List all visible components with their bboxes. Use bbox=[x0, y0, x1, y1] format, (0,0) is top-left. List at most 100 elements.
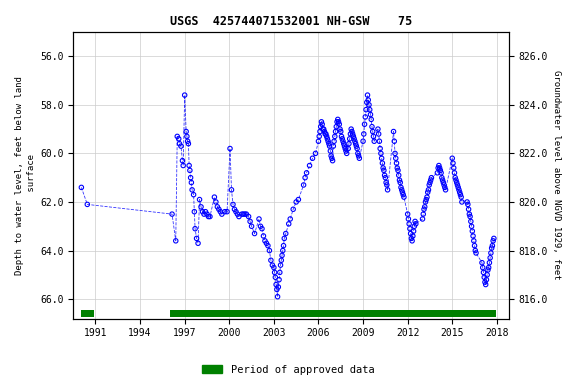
Point bbox=[365, 107, 374, 113]
Point bbox=[363, 92, 372, 98]
Point bbox=[350, 138, 359, 144]
Point bbox=[453, 182, 462, 188]
Point bbox=[189, 192, 198, 198]
Point bbox=[327, 153, 336, 159]
Point bbox=[326, 148, 335, 154]
Point bbox=[393, 165, 402, 171]
Point bbox=[190, 209, 199, 215]
Point bbox=[391, 155, 400, 161]
Point bbox=[382, 182, 392, 188]
Point bbox=[487, 245, 497, 251]
Point bbox=[185, 167, 195, 174]
Point bbox=[340, 146, 350, 152]
Point bbox=[225, 146, 234, 152]
Point bbox=[179, 162, 188, 169]
Point bbox=[489, 235, 498, 242]
Point bbox=[366, 111, 375, 118]
Point bbox=[488, 243, 497, 249]
Point bbox=[434, 165, 443, 171]
Point bbox=[324, 141, 334, 147]
Point bbox=[367, 124, 377, 130]
Point bbox=[453, 184, 463, 190]
Point bbox=[260, 238, 270, 244]
Point bbox=[272, 286, 282, 293]
Point bbox=[360, 121, 369, 127]
Point bbox=[216, 209, 225, 215]
Point bbox=[373, 126, 382, 132]
Point bbox=[316, 124, 325, 130]
Point bbox=[276, 262, 285, 268]
Point bbox=[222, 209, 232, 215]
Point bbox=[340, 143, 349, 149]
Point bbox=[484, 265, 493, 271]
Point bbox=[259, 233, 268, 239]
Point bbox=[380, 172, 389, 178]
Point bbox=[232, 209, 241, 215]
Point bbox=[188, 187, 197, 193]
Point bbox=[449, 165, 458, 171]
Point bbox=[255, 216, 264, 222]
Point bbox=[234, 214, 244, 220]
Point bbox=[327, 155, 336, 161]
Point bbox=[284, 221, 293, 227]
Point bbox=[455, 189, 464, 195]
Point bbox=[305, 162, 314, 169]
Point bbox=[465, 211, 474, 217]
Point bbox=[478, 265, 487, 271]
Point bbox=[329, 138, 339, 144]
Point bbox=[376, 146, 385, 152]
Point bbox=[389, 129, 398, 135]
Point bbox=[336, 129, 346, 135]
Point bbox=[381, 179, 391, 185]
Point bbox=[369, 133, 378, 139]
Point bbox=[471, 247, 480, 253]
Point bbox=[439, 182, 449, 188]
Point bbox=[404, 221, 414, 227]
Point bbox=[422, 197, 431, 203]
Point bbox=[423, 189, 433, 195]
Point bbox=[331, 129, 340, 135]
Point bbox=[391, 150, 400, 156]
Point bbox=[383, 187, 392, 193]
Point bbox=[456, 192, 465, 198]
Point bbox=[354, 153, 363, 159]
Point bbox=[483, 272, 492, 278]
Point bbox=[471, 250, 480, 256]
Point bbox=[337, 133, 346, 139]
Legend: Period of approved data: Period of approved data bbox=[198, 361, 378, 379]
Point bbox=[244, 214, 253, 220]
Point bbox=[321, 131, 331, 137]
Point bbox=[332, 124, 341, 130]
Point bbox=[273, 294, 282, 300]
Point bbox=[183, 138, 192, 144]
Point bbox=[481, 281, 490, 288]
Point bbox=[363, 97, 373, 103]
Point bbox=[407, 235, 416, 242]
Point bbox=[187, 179, 196, 185]
Point bbox=[404, 216, 413, 222]
Point bbox=[436, 167, 445, 174]
Point bbox=[361, 114, 370, 120]
Point bbox=[478, 260, 487, 266]
Point bbox=[468, 228, 477, 234]
Point bbox=[281, 230, 290, 237]
Point bbox=[291, 199, 301, 205]
Point bbox=[227, 187, 236, 193]
Point bbox=[420, 204, 429, 210]
Point bbox=[352, 143, 361, 149]
Point bbox=[338, 138, 347, 144]
Point bbox=[191, 226, 200, 232]
Point bbox=[324, 138, 333, 144]
Point bbox=[485, 260, 494, 266]
Point bbox=[427, 175, 436, 181]
Point bbox=[381, 175, 390, 181]
Point bbox=[439, 179, 448, 185]
Point bbox=[377, 155, 386, 161]
Point bbox=[317, 121, 327, 127]
Point bbox=[321, 131, 330, 137]
Point bbox=[276, 257, 286, 263]
Point bbox=[365, 102, 374, 108]
Point bbox=[319, 126, 328, 132]
Point bbox=[242, 211, 251, 217]
Point bbox=[457, 199, 467, 205]
